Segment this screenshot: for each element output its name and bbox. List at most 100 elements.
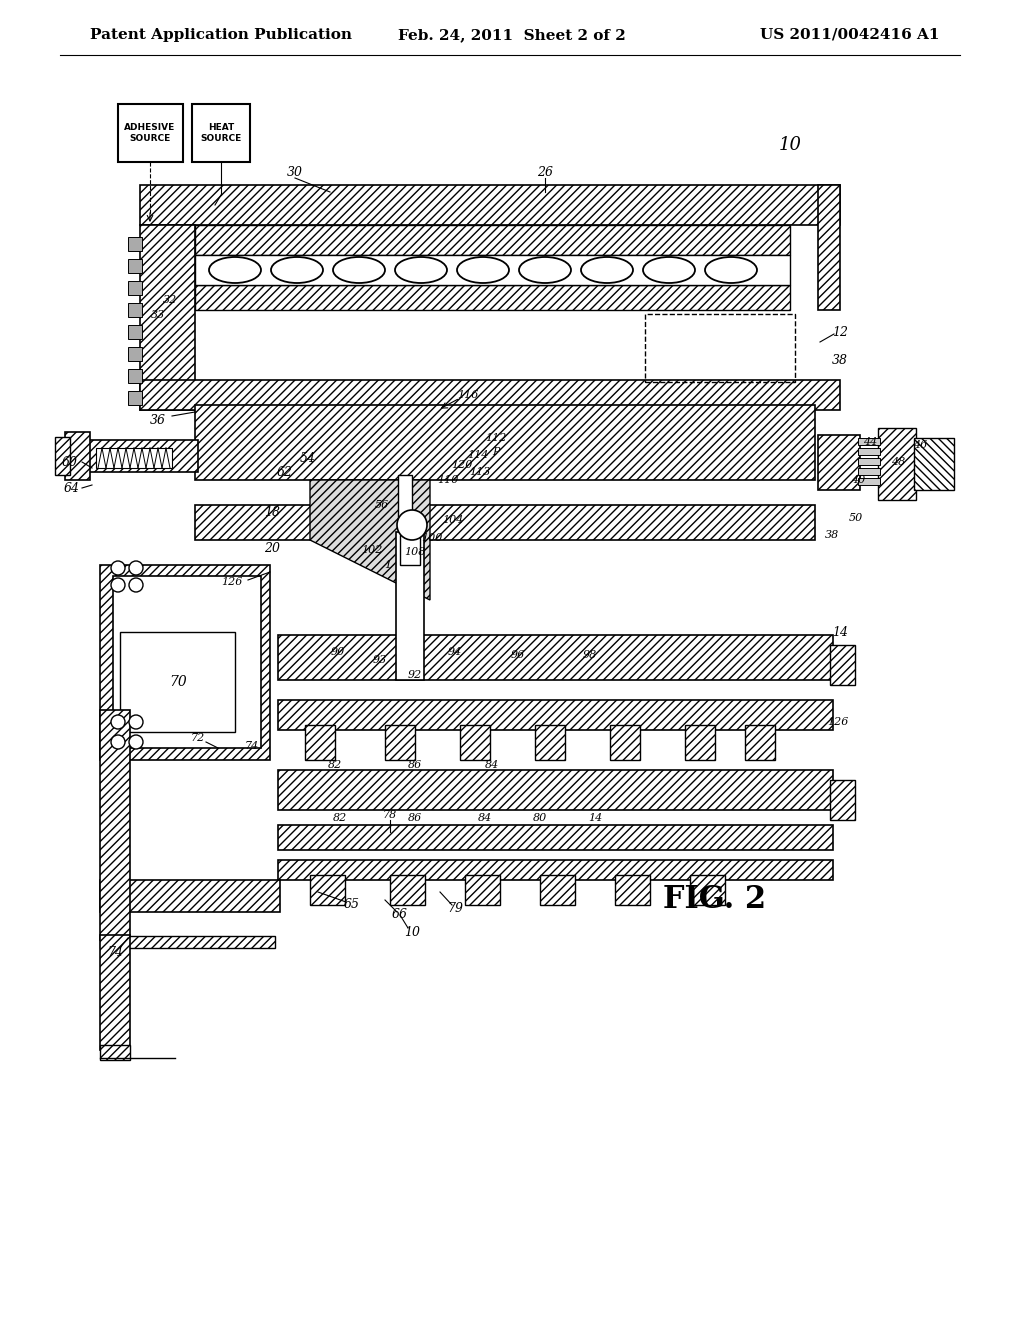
Bar [858,469,880,475]
Text: 92: 92 [408,671,422,680]
Text: 62: 62 [278,466,293,479]
Bar [128,304,142,317]
Bar [128,347,142,360]
Bar [100,565,270,760]
Text: ADHESIVE
SOURCE: ADHESIVE SOURCE [124,123,176,143]
Bar [278,825,833,850]
Bar [645,314,795,381]
Text: 86: 86 [408,760,422,770]
Bar [858,438,880,445]
Bar [878,428,916,500]
Bar [195,506,815,540]
Text: Patent Application Publication: Patent Application Publication [90,28,352,42]
Bar [120,632,234,733]
Bar [818,436,860,490]
Circle shape [111,735,125,748]
Bar [305,725,335,760]
Text: 102: 102 [361,545,383,554]
Text: 98: 98 [583,649,597,660]
Text: 120: 120 [452,459,473,470]
Bar [195,224,790,255]
Ellipse shape [395,257,447,282]
Bar [278,861,833,880]
Bar [385,725,415,760]
Bar [690,875,725,906]
Bar [830,645,855,685]
Text: 112: 112 [485,433,507,444]
Bar [685,725,715,760]
Text: 94: 94 [447,647,462,657]
Text: 126: 126 [221,577,243,587]
Text: 54: 54 [300,451,316,465]
Circle shape [111,715,125,729]
Bar [195,255,790,285]
Text: 100: 100 [421,533,442,543]
Text: 74: 74 [245,741,259,751]
Text: 104: 104 [442,515,464,525]
Text: 44: 44 [863,437,878,447]
Text: 110: 110 [437,475,459,484]
Ellipse shape [271,257,323,282]
Bar [390,875,425,906]
Ellipse shape [519,257,571,282]
Bar [278,700,833,730]
Text: P: P [493,447,500,457]
Bar [55,437,70,475]
Bar [540,875,575,906]
Text: 79: 79 [447,902,463,915]
Text: 26: 26 [537,165,553,178]
Bar [310,875,345,906]
Bar [914,438,954,490]
Text: 12: 12 [831,326,848,338]
Bar [858,478,880,484]
Text: 90: 90 [331,647,345,657]
Text: 14: 14 [831,626,848,639]
Text: 65: 65 [344,899,360,912]
Text: 48: 48 [891,457,905,467]
Text: 126: 126 [827,717,849,727]
Bar [195,285,790,310]
Bar [278,635,833,680]
Text: 80: 80 [532,813,547,822]
Ellipse shape [643,257,695,282]
Text: 86: 86 [408,813,422,822]
Ellipse shape [581,257,633,282]
Text: 84: 84 [478,813,493,822]
Bar [278,770,833,810]
Bar [535,725,565,760]
Ellipse shape [333,257,385,282]
Text: HEAT
SOURCE: HEAT SOURCE [201,123,242,143]
Text: 66: 66 [392,908,408,921]
Text: 20: 20 [264,541,280,554]
Text: 116: 116 [458,389,478,400]
Text: 1: 1 [384,560,391,570]
Bar [128,325,142,339]
Text: 72: 72 [190,733,205,743]
Bar [100,880,280,912]
Bar [818,185,840,310]
Text: 96: 96 [511,649,525,660]
Text: 38: 38 [825,531,839,540]
Bar [396,532,424,680]
Text: 56: 56 [375,500,389,510]
Text: 18: 18 [264,506,280,519]
Text: 84: 84 [485,760,499,770]
Circle shape [397,510,427,540]
Text: Feb. 24, 2011  Sheet 2 of 2: Feb. 24, 2011 Sheet 2 of 2 [398,28,626,42]
Ellipse shape [457,257,509,282]
Ellipse shape [705,257,757,282]
Bar [465,875,500,906]
Bar [195,405,815,480]
Text: 38: 38 [831,354,848,367]
Bar [128,370,142,383]
Text: 108: 108 [404,546,426,557]
Text: 36: 36 [150,413,166,426]
Bar [140,224,195,411]
Bar [100,710,130,940]
Circle shape [129,561,143,576]
Bar [100,936,275,948]
Bar [140,185,840,224]
Bar [118,104,183,162]
Bar [128,391,142,405]
Text: 46: 46 [912,440,927,450]
